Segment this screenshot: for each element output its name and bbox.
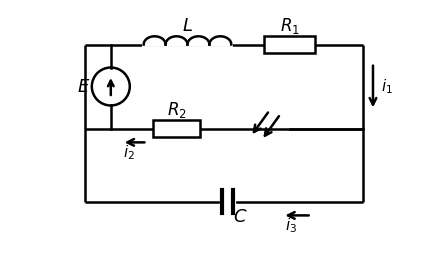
Text: $i_2$: $i_2$ (123, 143, 135, 162)
Text: $R_1$: $R_1$ (280, 15, 300, 35)
Text: $C$: $C$ (233, 208, 248, 226)
Bar (264, 36, 315, 53)
Circle shape (92, 68, 130, 105)
Text: $R_2$: $R_2$ (167, 99, 186, 120)
Text: $E$: $E$ (77, 78, 90, 96)
Text: $i_1$: $i_1$ (381, 77, 393, 96)
Text: $L$: $L$ (182, 16, 193, 34)
Text: $i_3$: $i_3$ (285, 216, 297, 235)
Bar (153, 120, 200, 137)
